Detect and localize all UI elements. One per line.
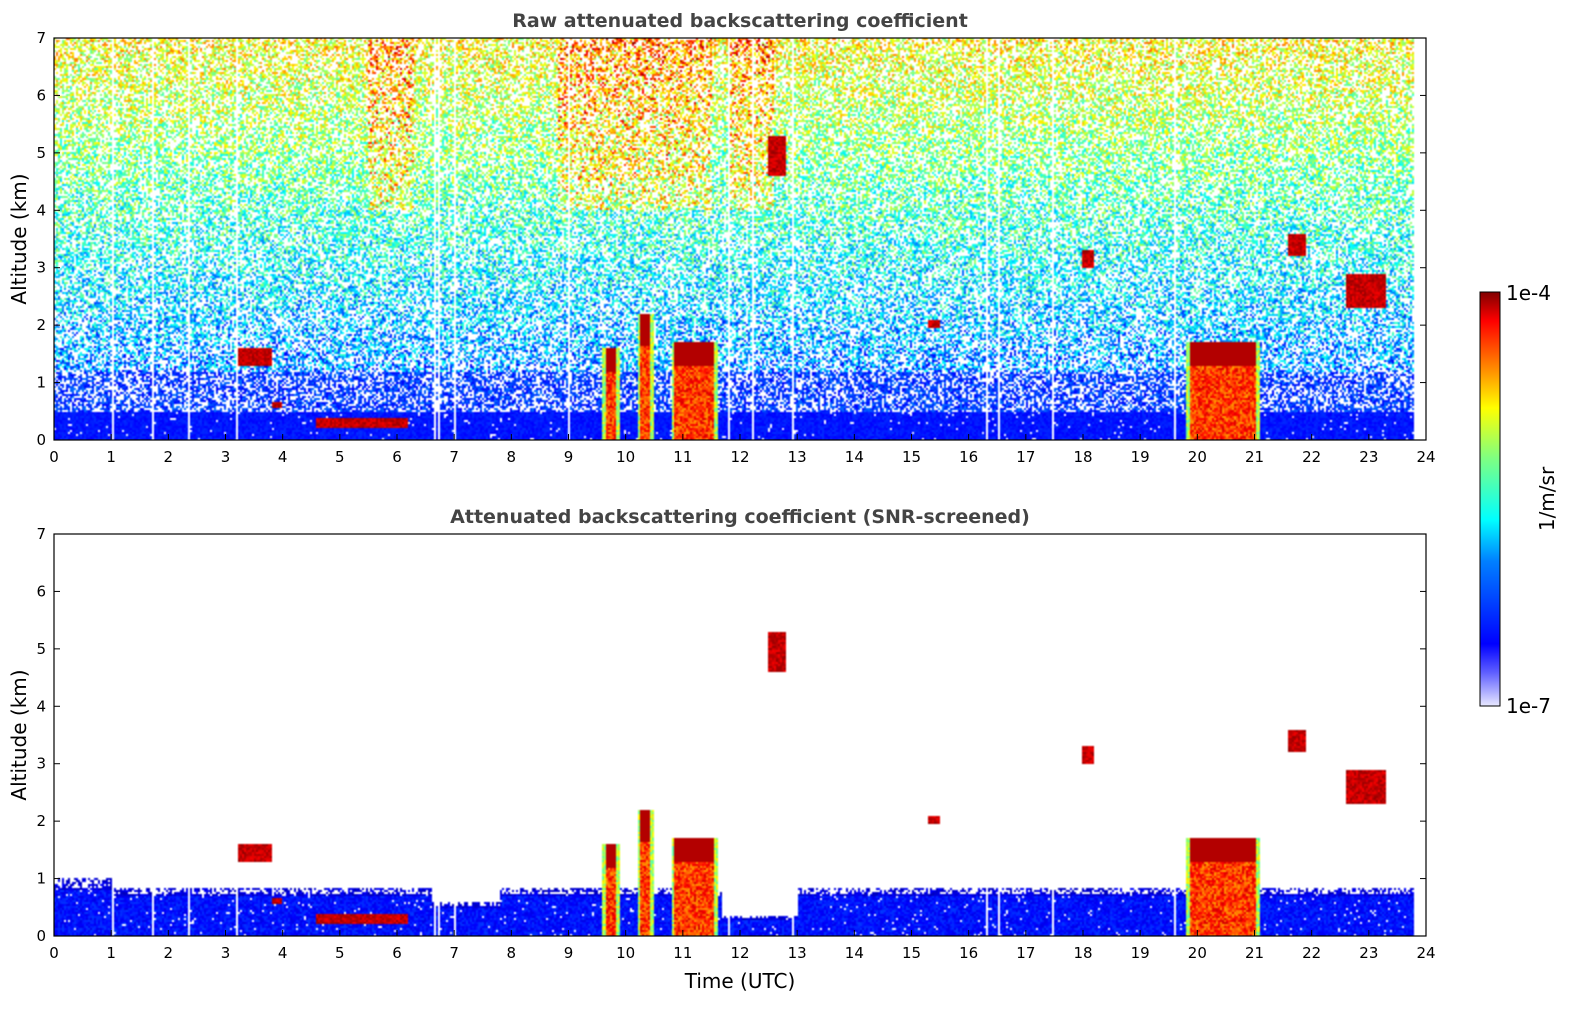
- x-tick-label: 7: [449, 944, 459, 962]
- x-axis-label: Time (UTC): [684, 969, 796, 993]
- x-tick-label: 23: [1359, 448, 1378, 466]
- y-tick-label: 6: [36, 86, 46, 104]
- y-tick-label: 4: [36, 201, 46, 219]
- x-tick-label: 7: [449, 448, 459, 466]
- x-tick-label: 9: [564, 944, 574, 962]
- x-tick-label: 3: [221, 944, 231, 962]
- colorbar-min-label: 1e-7: [1506, 694, 1551, 718]
- x-tick-label: 18: [1073, 944, 1092, 962]
- x-tick-label: 2: [164, 944, 174, 962]
- x-tick-label: 1: [106, 944, 116, 962]
- y-tick-label: 3: [36, 755, 46, 773]
- x-tick-label: 10: [616, 944, 635, 962]
- x-tick-label: 23: [1359, 944, 1378, 962]
- x-tick-label: 8: [507, 448, 517, 466]
- x-tick-label: 6: [392, 448, 402, 466]
- x-tick-label: 3: [221, 448, 231, 466]
- x-tick-label: 17: [1016, 448, 1035, 466]
- y-tick-label: 7: [36, 525, 46, 543]
- x-tick-label: 24: [1416, 448, 1435, 466]
- x-tick-label: 20: [1188, 944, 1207, 962]
- x-tick-label: 22: [1302, 448, 1321, 466]
- x-tick-label: 14: [845, 448, 864, 466]
- y-tick-label: 0: [36, 927, 46, 945]
- x-tick-label: 8: [507, 944, 517, 962]
- x-tick-label: 21: [1245, 448, 1264, 466]
- x-tick-label: 10: [616, 448, 635, 466]
- screened-panel-title: Attenuated backscattering coefficient (S…: [450, 506, 1030, 528]
- x-tick-label: 4: [278, 944, 288, 962]
- x-tick-label: 15: [902, 448, 921, 466]
- raw-panel-title: Raw attenuated backscattering coefficien…: [512, 10, 968, 32]
- y-tick-label: 5: [36, 144, 46, 162]
- y-tick-label: 2: [36, 316, 46, 334]
- raw-y-axis-label: Altitude (km): [7, 173, 31, 304]
- x-tick-label: 18: [1073, 448, 1092, 466]
- y-tick-label: 7: [36, 29, 46, 47]
- x-tick-label: 2: [164, 448, 174, 466]
- x-tick-label: 19: [1131, 944, 1150, 962]
- y-tick-label: 5: [36, 640, 46, 658]
- y-tick-label: 1: [36, 870, 46, 888]
- x-tick-label: 13: [788, 448, 807, 466]
- heatmap-image: [54, 534, 1426, 936]
- y-tick-label: 1: [36, 374, 46, 392]
- screened-y-axis-label: Altitude (km): [7, 669, 31, 800]
- colorbar-max-label: 1e-4: [1506, 281, 1551, 305]
- x-tick-label: 0: [49, 944, 59, 962]
- raw-y-ticks: 0 1 2 3 4 5 6 7: [36, 29, 1426, 449]
- x-tick-label: 6: [392, 944, 402, 962]
- x-tick-label: 14: [845, 944, 864, 962]
- y-tick-label: 2: [36, 812, 46, 830]
- heatmap-image: [54, 38, 1426, 440]
- x-tick-label: 5: [335, 448, 345, 466]
- x-tick-label: 20: [1188, 448, 1207, 466]
- raw-heatmap: [54, 38, 1426, 440]
- x-tick-label: 12: [730, 448, 749, 466]
- x-tick-label: 16: [959, 448, 978, 466]
- x-tick-label: 12: [730, 944, 749, 962]
- x-tick-label: 24: [1416, 944, 1435, 962]
- screened-heatmap: [54, 534, 1426, 936]
- x-tick-label: 13: [788, 944, 807, 962]
- x-tick-label: 11: [673, 944, 692, 962]
- x-tick-label: 9: [564, 448, 574, 466]
- x-tick-label: 19: [1131, 448, 1150, 466]
- screened-y-ticks: 0 1 2 3 4 5 6 7: [36, 525, 1426, 945]
- x-tick-label: 0: [49, 448, 59, 466]
- x-tick-label: 5: [335, 944, 345, 962]
- x-tick-label: 4: [278, 448, 288, 466]
- x-tick-label: 11: [673, 448, 692, 466]
- screened-backscatter-panel: Attenuated backscattering coefficient (S…: [7, 506, 1436, 993]
- y-tick-label: 4: [36, 697, 46, 715]
- x-tick-label: 1: [106, 448, 116, 466]
- y-tick-label: 6: [36, 582, 46, 600]
- colorbar-unit-label: 1/m/sr: [1535, 466, 1559, 531]
- screened-x-ticks: 0 1 2 3 4 5 6 7 8 9 10 11 12 13 14 15 16 17 18 19 20 21 22 23 24: [49, 930, 1436, 962]
- x-tick-label: 22: [1302, 944, 1321, 962]
- y-tick-label: 0: [36, 431, 46, 449]
- colorbar: 1e-4 1e-7 1/m/sr: [1479, 281, 1559, 718]
- x-tick-label: 17: [1016, 944, 1035, 962]
- colorbar-gradient: [1479, 291, 1501, 707]
- x-tick-label: 16: [959, 944, 978, 962]
- raw-x-ticks: 0 1 2 3 4 5 6 7 8 9 10 11 12 13 14 15 16 17 18 19 20 21 22 23 24: [49, 434, 1436, 466]
- x-tick-label: 21: [1245, 944, 1264, 962]
- x-tick-label: 15: [902, 944, 921, 962]
- raw-backscatter-panel: Raw attenuated backscattering coefficien…: [7, 10, 1436, 466]
- y-tick-label: 3: [36, 259, 46, 277]
